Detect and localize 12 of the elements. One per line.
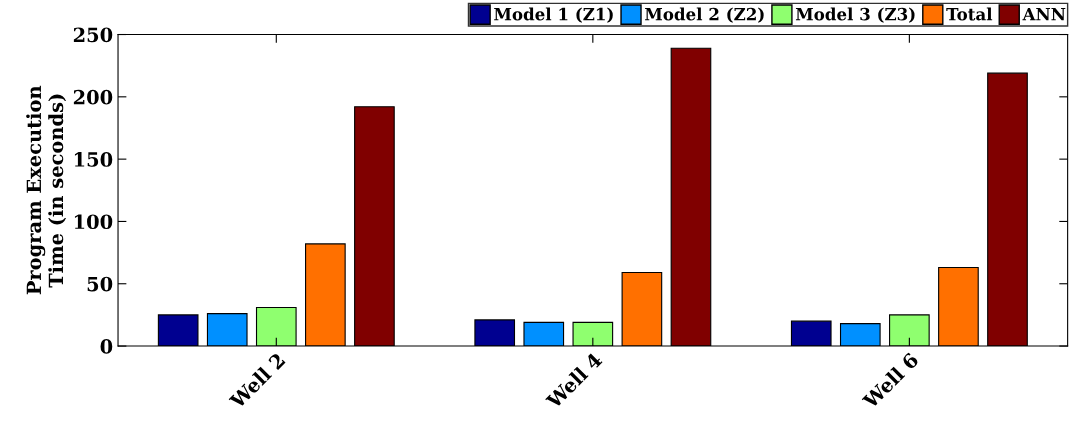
y-tick-label: 0 — [100, 339, 113, 354]
y-tick-label: 50 — [87, 276, 113, 292]
y-tick-label: 100 — [74, 214, 113, 230]
y-axis-title: Program Execution Time (in seconds) — [26, 85, 67, 295]
y-tick-label: 150 — [74, 152, 113, 167]
legend-label: ANN — [1022, 8, 1066, 21]
legend-label: Model 1 (Z1) — [494, 7, 613, 23]
y-tick-label: 250 — [73, 27, 113, 43]
y-tick-label: 200 — [73, 89, 113, 105]
legend-label: Model 2 (Z2) — [645, 7, 764, 23]
legend-label: Total — [946, 7, 993, 21]
legend-label: Model 3 (Z3) — [795, 7, 915, 23]
